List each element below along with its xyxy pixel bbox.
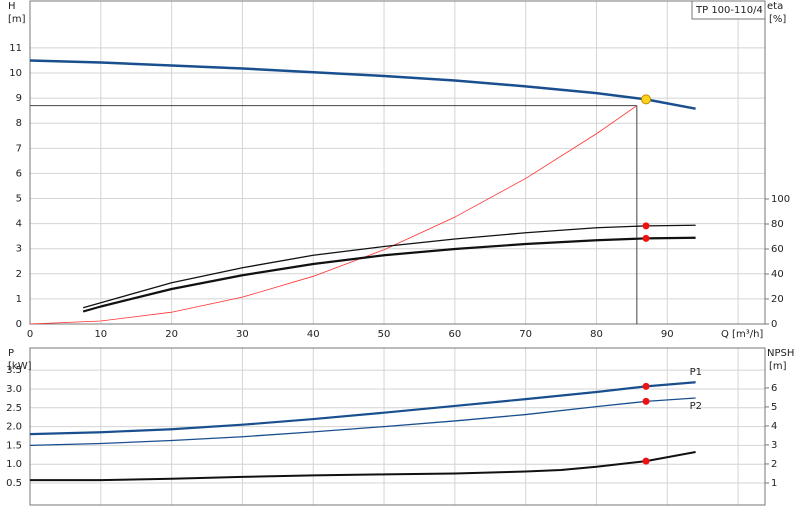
- y-tick-label: 5: [16, 194, 22, 205]
- y2-tick-label: 6: [771, 383, 777, 394]
- y-tick-label: 2.0: [6, 422, 22, 433]
- y2-axis-label: NPSH: [767, 348, 794, 359]
- x-tick-label: 70: [519, 329, 532, 340]
- y-axis-unit: [kW]: [8, 361, 32, 372]
- y-tick-label: 8: [16, 118, 22, 129]
- curve: [29, 381, 696, 436]
- y2-tick-label: 40: [771, 269, 784, 280]
- y2-axis-unit: [m]: [769, 361, 787, 372]
- x-tick-label: 60: [448, 329, 461, 340]
- curve: [29, 105, 638, 325]
- duty-point: [641, 94, 652, 105]
- y2-tick-label: 20: [771, 294, 784, 305]
- y-tick-label: 3.0: [6, 384, 22, 395]
- y2-tick-label: 100: [771, 194, 790, 205]
- y2-tick-label: 5: [771, 402, 777, 413]
- x-tick-label: 0: [27, 329, 33, 340]
- y-tick-label: 1.5: [6, 440, 22, 451]
- y-tick-label: 3: [16, 244, 22, 255]
- duty-point: [642, 222, 650, 230]
- series-label: P1: [690, 367, 702, 378]
- y2-axis-unit: [%]: [769, 14, 786, 25]
- curve: [29, 59, 696, 110]
- duty-point: [642, 457, 650, 465]
- series-label: P2: [690, 401, 702, 412]
- curve: [30, 450, 696, 482]
- y-tick-label: 2: [16, 269, 22, 280]
- plot-frame: [29, 347, 766, 506]
- duty-point: [642, 382, 650, 390]
- y-axis-unit: [m]: [8, 14, 26, 25]
- plot-frame: [29, 0, 766, 325]
- x-tick-label: 80: [590, 329, 603, 340]
- y-tick-label: 1.0: [6, 459, 22, 470]
- y2-tick-label: 1: [771, 478, 777, 489]
- curve: [82, 236, 696, 313]
- y-tick-label: 0: [16, 319, 22, 330]
- curve: [29, 397, 696, 447]
- y-tick-label: 11: [9, 43, 22, 54]
- curve: [82, 224, 696, 309]
- y-tick-label: 1: [16, 294, 22, 305]
- duty-point: [642, 234, 650, 242]
- y2-tick-label: 80: [771, 219, 784, 230]
- y2-tick-label: 0: [771, 319, 777, 330]
- y2-axis-label: eta: [767, 1, 783, 12]
- x-tick-label: 40: [307, 329, 320, 340]
- y2-tick-label: 60: [771, 244, 784, 255]
- y-tick-label: 2.5: [6, 403, 22, 414]
- duty-point: [642, 397, 650, 405]
- y-tick-label: 7: [16, 143, 22, 154]
- x-tick-label: 50: [378, 329, 391, 340]
- y-tick-label: 10: [9, 68, 22, 79]
- y-axis-label: H: [8, 1, 16, 12]
- y2-tick-label: 4: [771, 421, 777, 432]
- x-axis-label: Q [m³/h]: [721, 329, 763, 340]
- y-axis-label: P: [8, 348, 14, 359]
- title-box: [691, 0, 766, 20]
- y-tick-label: 3.5: [6, 365, 22, 376]
- x-tick-label: 20: [165, 329, 178, 340]
- y2-tick-label: 3: [771, 440, 777, 451]
- y-tick-label: 0.5: [6, 478, 22, 489]
- y-tick-label: 9: [16, 93, 22, 104]
- x-tick-label: 10: [94, 329, 107, 340]
- x-tick-label: 30: [236, 329, 249, 340]
- y-tick-label: 4: [16, 219, 22, 230]
- y2-tick-label: 2: [771, 459, 777, 470]
- y-tick-label: 6: [16, 168, 22, 179]
- x-tick-label: 90: [661, 329, 674, 340]
- chart-title: TP 100-110/4: [695, 5, 763, 16]
